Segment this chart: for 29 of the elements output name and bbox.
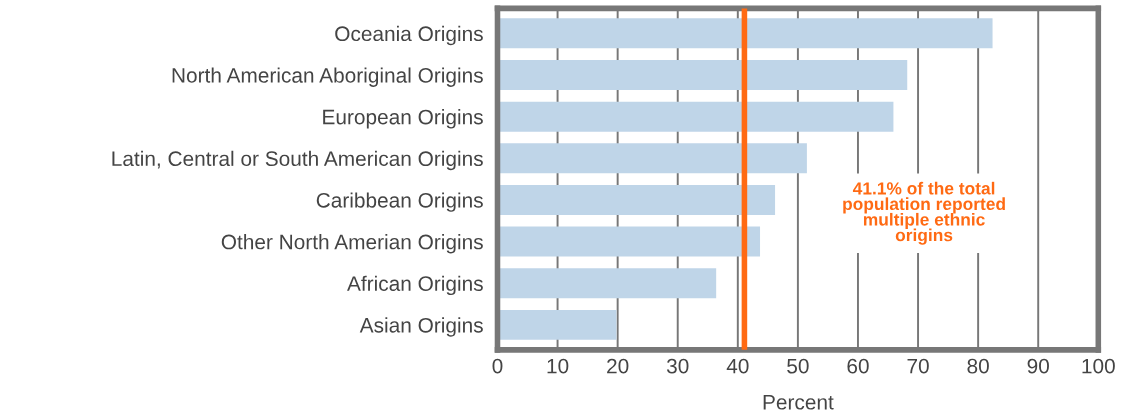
x-tick-label: 70 [907, 358, 929, 374]
x-tick-label: 20 [607, 358, 629, 374]
x-tick-label: 100 [1082, 358, 1115, 374]
y-tick-label: African Origins [347, 275, 483, 296]
annotation: 41.1% of the total population reported multiple ethnic origins [843, 181, 1005, 245]
bar [497, 309, 617, 340]
bar [497, 60, 908, 90]
x-tick-label: 10 [547, 358, 569, 374]
y-tick-label: Caribbean Origins [316, 192, 483, 212]
x-tick-label: 40 [726, 358, 749, 374]
bar [497, 101, 894, 132]
y-tick-label: North American Aboriginal Origins [172, 67, 483, 87]
bar [497, 143, 807, 174]
x-tick-label: 90 [1027, 358, 1049, 374]
y-tick-label: Asian Origins [359, 317, 483, 337]
x-tick-label: 60 [847, 358, 869, 374]
y-tick-label: European Origins [323, 109, 483, 129]
x-tick-label: 50 [787, 358, 809, 374]
y-tick-label: Other North Amerian Origins [221, 234, 483, 254]
x-axis-title: Percent [763, 395, 834, 410]
bar [497, 226, 761, 257]
x-tick-label: 80 [967, 358, 989, 374]
bar [497, 18, 993, 49]
x-tick-label: 0 [492, 358, 503, 374]
x-tick-label: 30 [666, 358, 689, 374]
y-tick-label: Latin, Central or South American Origins [112, 150, 483, 171]
bar [497, 184, 776, 215]
y-tick-label: Oceania Origins [335, 25, 483, 46]
bar [497, 268, 717, 299]
